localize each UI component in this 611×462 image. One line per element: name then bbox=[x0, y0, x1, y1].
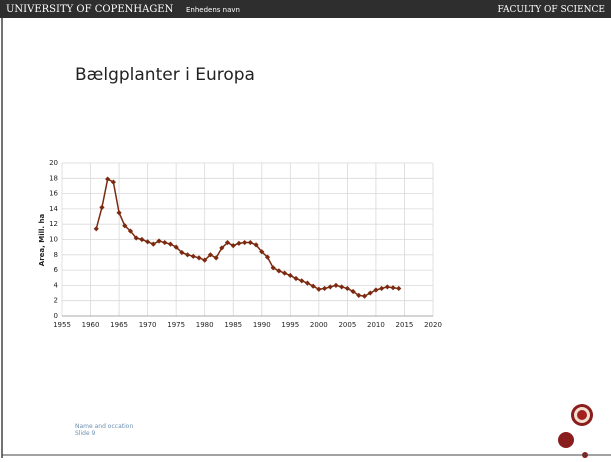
decor-circle bbox=[558, 432, 574, 448]
data-point bbox=[105, 176, 111, 182]
data-point bbox=[304, 280, 311, 286]
x-tick-label: 1975 bbox=[167, 321, 185, 329]
data-point bbox=[390, 285, 396, 291]
data-point bbox=[293, 275, 299, 282]
data-point bbox=[316, 286, 322, 292]
y-tick-label: 4 bbox=[54, 281, 59, 289]
data-point bbox=[133, 235, 139, 241]
data-point bbox=[310, 283, 316, 289]
x-tick-label: 2020 bbox=[424, 321, 442, 329]
x-tick-label: 1955 bbox=[53, 321, 71, 329]
data-point bbox=[116, 210, 122, 216]
y-tick-label: 10 bbox=[49, 236, 58, 244]
data-point bbox=[184, 252, 191, 258]
data-point bbox=[379, 285, 385, 292]
y-tick-label: 14 bbox=[49, 205, 58, 213]
y-tick-label: 2 bbox=[54, 297, 58, 305]
data-point bbox=[396, 285, 402, 292]
data-point bbox=[236, 240, 242, 246]
data-point bbox=[321, 285, 328, 292]
data-point bbox=[367, 290, 373, 296]
data-point bbox=[264, 254, 271, 260]
y-axis-label: Area, Mill. ha bbox=[38, 214, 46, 267]
data-point bbox=[259, 249, 265, 255]
x-tick-label: 2010 bbox=[367, 321, 385, 329]
header-bar bbox=[0, 0, 611, 18]
data-point bbox=[167, 241, 174, 247]
x-tick-label: 2000 bbox=[310, 321, 328, 329]
data-point bbox=[179, 249, 185, 256]
footer-line2: Slide 9 bbox=[75, 430, 96, 437]
data-point bbox=[139, 236, 145, 243]
x-tick-label: 1985 bbox=[224, 321, 242, 329]
x-tick-label: 1965 bbox=[110, 321, 128, 329]
y-tick-label: 20 bbox=[49, 159, 58, 167]
data-point bbox=[213, 255, 219, 261]
data-point bbox=[344, 285, 350, 292]
data-point bbox=[333, 282, 339, 288]
data-point bbox=[156, 238, 162, 244]
data-point bbox=[145, 239, 151, 245]
data-point bbox=[270, 265, 276, 271]
data-point bbox=[224, 239, 231, 246]
data-point bbox=[373, 287, 379, 293]
x-tick-label: 1980 bbox=[196, 321, 214, 329]
data-point bbox=[99, 204, 105, 210]
y-tick-label: 16 bbox=[49, 190, 58, 198]
header-unit: Enhedens navn bbox=[186, 6, 240, 14]
data-point bbox=[287, 272, 293, 279]
x-tick-label: 1970 bbox=[139, 321, 157, 329]
data-point bbox=[356, 292, 362, 298]
data-point bbox=[122, 223, 128, 229]
y-tick-label: 12 bbox=[49, 220, 58, 228]
data-point bbox=[247, 239, 253, 246]
data-point bbox=[190, 253, 196, 259]
data-point bbox=[110, 179, 116, 185]
data-point bbox=[196, 255, 202, 261]
data-point bbox=[150, 241, 156, 247]
x-tick-label: 2005 bbox=[338, 321, 356, 329]
data-point bbox=[173, 244, 179, 250]
data-point bbox=[384, 284, 390, 290]
y-tick-label: 6 bbox=[54, 266, 59, 274]
x-tick-label: 1960 bbox=[82, 321, 100, 329]
slide-title: Bælgplanter i Europa bbox=[75, 65, 255, 85]
data-point bbox=[219, 245, 225, 251]
data-point bbox=[253, 242, 259, 248]
data-point bbox=[276, 268, 282, 274]
data-point bbox=[361, 293, 368, 299]
footer-line1: Name and occation bbox=[75, 423, 133, 430]
data-point bbox=[93, 226, 99, 232]
x-tick-label: 2015 bbox=[396, 321, 414, 329]
x-tick-label: 1990 bbox=[253, 321, 271, 329]
y-tick-label: 8 bbox=[54, 251, 58, 259]
logo-core bbox=[577, 410, 587, 420]
data-point bbox=[162, 239, 168, 246]
data-point bbox=[230, 243, 236, 249]
header-university: UNIVERSITY OF COPENHAGEN bbox=[6, 4, 174, 15]
y-tick-label: 0 bbox=[54, 312, 58, 320]
data-point bbox=[339, 284, 345, 290]
data-point bbox=[350, 288, 356, 295]
x-tick-label: 1995 bbox=[281, 321, 299, 329]
data-point bbox=[299, 278, 305, 284]
data-point bbox=[207, 252, 213, 258]
y-tick-label: 18 bbox=[49, 174, 58, 182]
header-faculty: FACULTY OF SCIENCE bbox=[498, 5, 605, 15]
data-point bbox=[127, 228, 134, 234]
data-point bbox=[282, 270, 288, 276]
data-point bbox=[202, 257, 208, 263]
data-point bbox=[242, 239, 248, 246]
data-point bbox=[327, 284, 333, 290]
